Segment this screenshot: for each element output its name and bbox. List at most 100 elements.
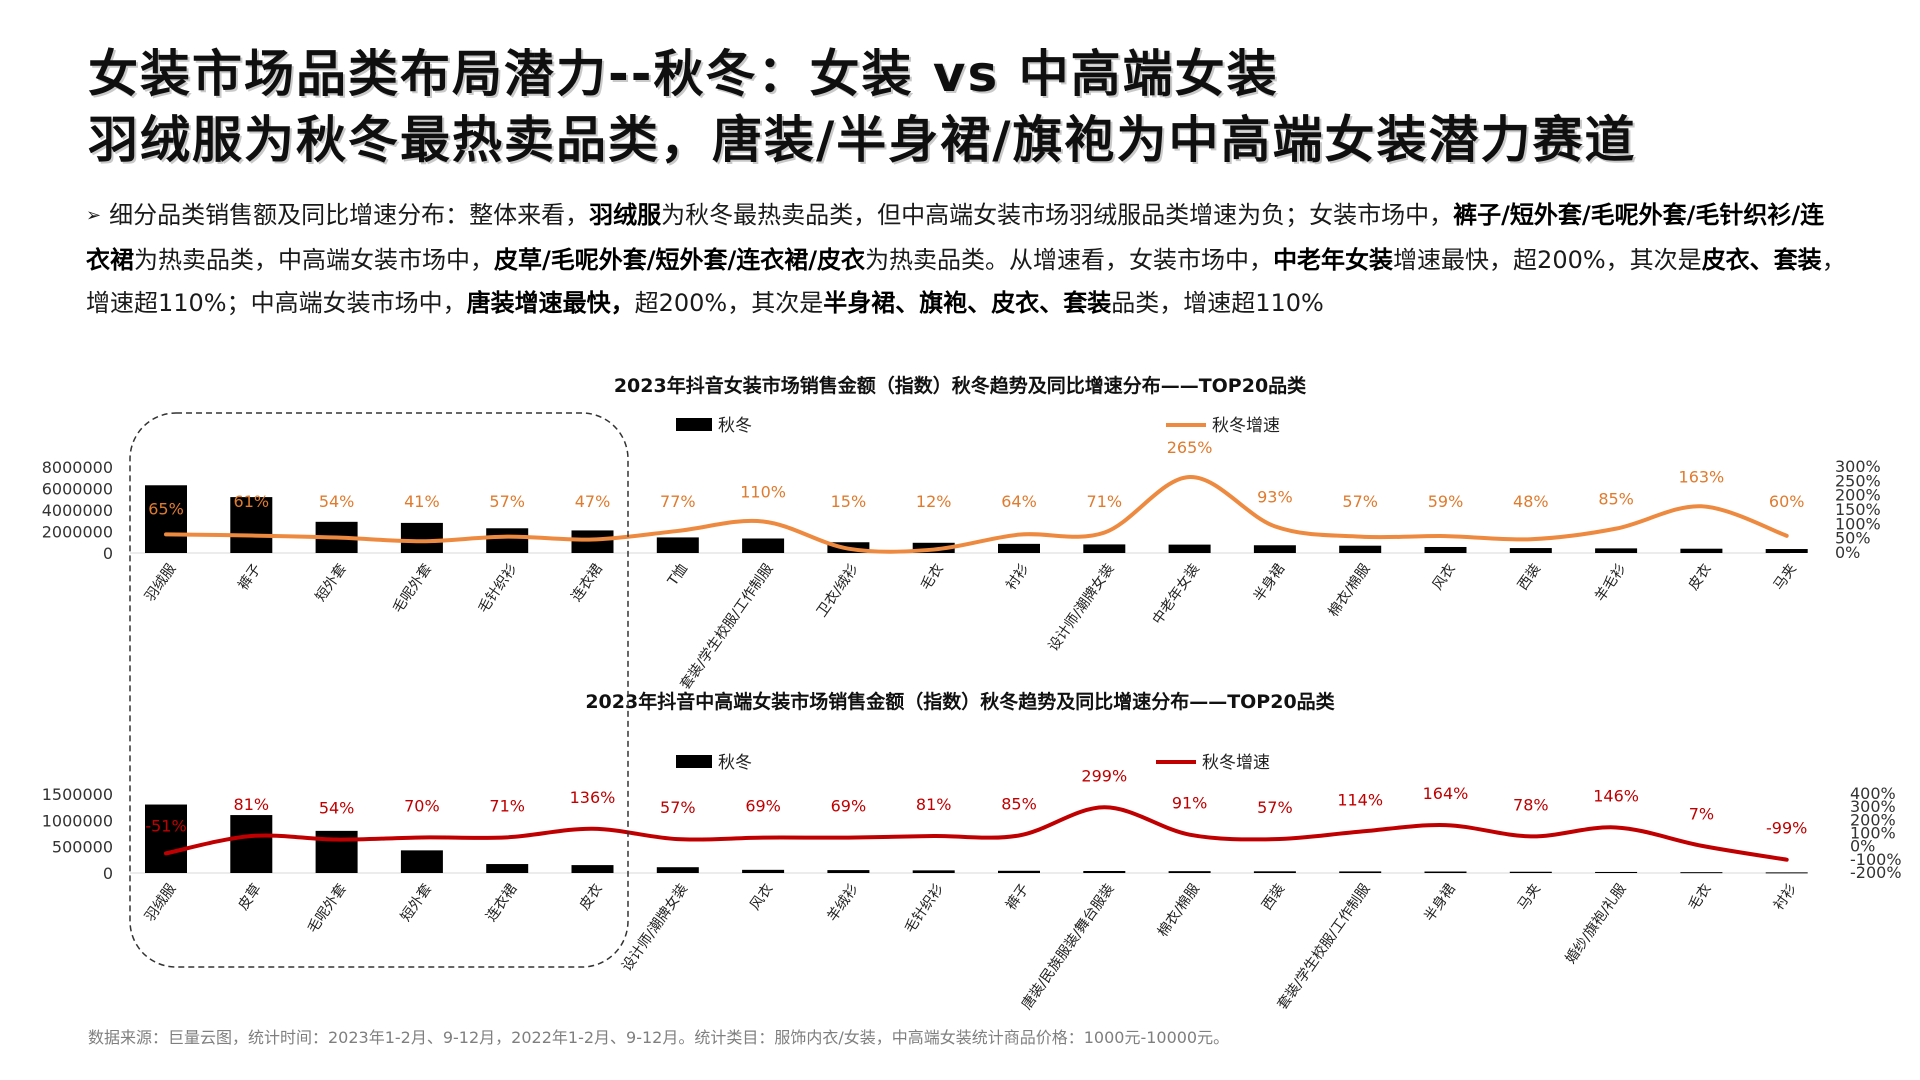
category-tick-label: 半身裙 xyxy=(1422,881,1459,925)
data-source-note: 数据来源：巨量云图，统计时间：2023年1-2月、9-12月，2022年1-2月… xyxy=(88,1028,1230,1047)
bar-mark xyxy=(571,530,614,553)
growth-data-label: 136% xyxy=(570,788,616,807)
growth-line xyxy=(164,805,1789,862)
growth-data-label: 54% xyxy=(319,492,355,511)
bullet-arrow-icon: ➢ xyxy=(86,205,102,226)
summary-paragraph: ➢ 细分品类销售额及同比增速分布：整体来看，羽绒服为秋冬最热卖品类，但中高端女装市… xyxy=(86,194,1846,325)
category-tick-label: 西装 xyxy=(1259,881,1288,913)
category-tick-label: 棉衣/棉服 xyxy=(1325,561,1374,620)
category-tick-label: 唐装/民族服装/舞台服装 xyxy=(1018,881,1118,1013)
left-axis-tick: 0 xyxy=(103,864,113,883)
summary-highlight: 中老年女装 xyxy=(1273,246,1394,274)
bar-mark xyxy=(1595,871,1638,873)
bar-mark xyxy=(656,537,699,553)
category-tick-label: 毛衣 xyxy=(1686,881,1715,913)
right-axis-tick: 250% xyxy=(1835,471,1881,490)
summary-highlight: 皮衣、套装 xyxy=(1701,246,1822,274)
growth-data-label: 47% xyxy=(575,492,611,511)
left-axis-tick: 8000000 xyxy=(42,458,113,477)
chart-title: 2023年抖音中高端女装市场销售金额（指数）秋冬趋势及同比增速分布——TOP20… xyxy=(585,690,1334,713)
growth-data-label: 54% xyxy=(319,799,355,818)
growth-data-label: 15% xyxy=(831,492,867,511)
summary-highlight: 皮草/毛呢外套/短外套/连衣裙/皮衣 xyxy=(494,246,866,274)
bar-mark xyxy=(742,869,785,873)
bar-mark xyxy=(1765,872,1808,874)
right-axis-tick: 300% xyxy=(1850,797,1896,816)
summary-segment: 增速最快，超200%，其次是 xyxy=(1393,246,1702,274)
category-tick-label: 设计师/潮牌女装 xyxy=(618,881,691,975)
growth-line xyxy=(164,475,1789,554)
growth-data-label: 41% xyxy=(404,492,440,511)
bar-mark xyxy=(1765,549,1808,553)
left-axis-tick: 4000000 xyxy=(42,501,113,520)
growth-data-label: 57% xyxy=(1342,492,1378,511)
category-tick-label: 皮草 xyxy=(235,881,264,913)
summary-segment: ，增速超110%；中高端女装市场中， xyxy=(86,246,1846,317)
summary-text: 细分品类销售额及同比增速分布：整体来看，羽绒服为秋冬最热卖品类，但中高端女装市场… xyxy=(86,201,1846,317)
category-tick-label: 棉衣/棉服 xyxy=(1154,881,1203,940)
bar-mark xyxy=(1680,548,1723,553)
category-tick-label: 风衣 xyxy=(747,881,776,913)
category-tick-label: 短外套 xyxy=(398,881,435,925)
right-axis-tick: 0% xyxy=(1850,837,1875,856)
growth-data-label: 299% xyxy=(1081,766,1127,785)
summary-highlight: 半身裙、旗袍、皮衣、套装 xyxy=(823,289,1112,317)
summary-segment: 为秋冬最热卖品类，但中高端女装市场羽绒服品类增速为负；女装市场中， xyxy=(661,201,1454,229)
right-axis-tick: 400% xyxy=(1850,784,1896,803)
bar-mark xyxy=(571,865,614,873)
bar-mark xyxy=(400,522,443,553)
right-axis-tick: 200% xyxy=(1835,486,1881,505)
growth-data-label: 57% xyxy=(489,492,525,511)
summary-highlight: 羽绒服 xyxy=(589,201,662,229)
category-tick-label: 设计师/潮牌女装 xyxy=(1045,561,1118,655)
bar-mark xyxy=(998,543,1040,553)
growth-data-label: 85% xyxy=(1001,794,1037,813)
category-tick-label: 风衣 xyxy=(1430,561,1459,593)
right-axis-tick: 100% xyxy=(1835,514,1881,533)
growth-data-label: 93% xyxy=(1257,487,1293,506)
summary-highlight: 裤子/短外套/毛呢外套/毛针织衫/连衣裙 xyxy=(86,201,1825,274)
bar-mark xyxy=(145,804,187,873)
bar-mark xyxy=(1680,872,1723,874)
category-tick-label: 马夹 xyxy=(1771,561,1800,593)
category-tick-label: 婚纱/旗袍/礼服 xyxy=(1563,881,1630,967)
summary-segment: 细分品类销售额及同比增速分布：整体来看， xyxy=(109,201,590,229)
legend-bar-label: 秋冬 xyxy=(718,753,752,773)
growth-data-label: 163% xyxy=(1679,467,1725,486)
growth-data-label: 71% xyxy=(489,796,525,815)
bar-mark xyxy=(486,528,529,553)
category-tick-label: 毛呢外套 xyxy=(390,561,435,616)
growth-data-label: 65% xyxy=(148,499,184,518)
right-axis-tick: -100% xyxy=(1850,850,1902,869)
growth-data-label: 57% xyxy=(1257,798,1293,817)
category-tick-label: 羽绒服 xyxy=(142,561,179,605)
category-tick-label: 毛衣 xyxy=(918,561,947,593)
growth-data-label: 164% xyxy=(1423,784,1469,803)
category-tick-label: 衬衫 xyxy=(1771,881,1800,913)
legend-line-label: 秋冬增速 xyxy=(1212,416,1280,436)
left-axis-tick: 500000 xyxy=(52,838,113,857)
bar-mark xyxy=(1253,545,1296,553)
bar-mark xyxy=(827,870,870,873)
growth-data-label: 81% xyxy=(234,795,270,814)
category-tick-label: 皮衣 xyxy=(1686,561,1715,593)
category-tick-label: 马夹 xyxy=(1515,881,1544,913)
bar-mark xyxy=(912,870,955,873)
summary-segment: 超200%，其次是 xyxy=(634,289,824,317)
bar-mark xyxy=(145,485,187,553)
category-tick-label: T恤 xyxy=(664,561,691,589)
highlight-box xyxy=(129,412,629,968)
legend-bar-swatch xyxy=(676,418,712,431)
category-tick-label: 连衣裙 xyxy=(483,881,520,925)
category-tick-label: 连衣裙 xyxy=(569,561,606,605)
left-axis-tick: 2000000 xyxy=(42,523,113,542)
category-tick-label: 裤子 xyxy=(1003,881,1032,913)
summary-segment: 品类，增速超110% xyxy=(1111,289,1324,317)
growth-data-label: 146% xyxy=(1593,786,1639,805)
growth-data-label: 71% xyxy=(1087,492,1123,511)
category-tick-label: 羊毛衫 xyxy=(1592,561,1629,605)
bar-mark xyxy=(1339,871,1382,873)
category-tick-label: 毛针织衫 xyxy=(902,881,947,936)
legend-line-label: 秋冬增速 xyxy=(1202,753,1270,773)
